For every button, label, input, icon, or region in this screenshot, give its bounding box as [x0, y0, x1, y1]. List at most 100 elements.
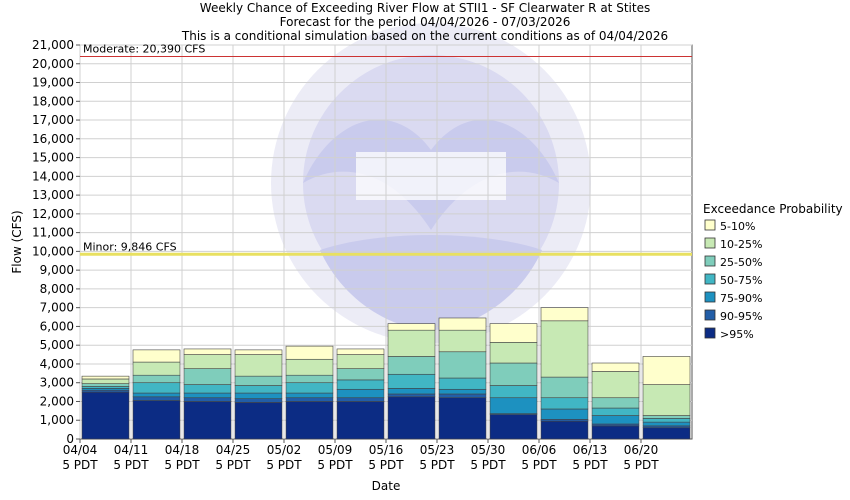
x-tick-sublabel: 5 PDT — [521, 458, 557, 472]
y-tick-label: 18,000 — [32, 94, 74, 108]
threshold-lines: Moderate: 20,390 CFS Minor: 9,846 CFS — [80, 42, 692, 256]
chart-subtitle: Forecast for the period 04/04/2026 - 07/… — [280, 15, 571, 29]
bar-segment — [642, 415, 691, 419]
x-tick-sublabel: 5 PDT — [572, 458, 608, 472]
legend-label: 75-90% — [720, 292, 762, 305]
bar-segment — [489, 385, 538, 399]
x-tick-sublabel: 5 PDT — [623, 458, 659, 472]
gridlines — [79, 44, 692, 439]
y-tick-label: 9,000 — [40, 263, 74, 277]
legend-swatch — [704, 273, 716, 285]
y-tick-label: 20,000 — [32, 57, 74, 71]
legend-label: 90-95% — [720, 310, 762, 323]
legend-title: Exceedance Probability — [703, 202, 843, 216]
x-tick-label: 04/18 — [165, 443, 200, 457]
x-tick-label: 05/16 — [369, 443, 404, 457]
bar-segment — [540, 420, 589, 440]
bar-segment — [132, 374, 181, 384]
bar-segment — [438, 388, 487, 395]
bar-segment — [489, 397, 538, 414]
bar-segment — [81, 383, 130, 387]
x-tick-sublabel: 5 PDT — [266, 458, 302, 472]
bar-segment — [183, 368, 232, 385]
bar-segment — [387, 373, 436, 389]
legend-swatch — [704, 219, 716, 231]
bar-segment — [642, 384, 691, 416]
bar-segment — [81, 378, 130, 384]
bar-segment — [438, 317, 487, 331]
bar-segment — [132, 349, 181, 363]
y-tick-label: 7,000 — [40, 301, 74, 315]
x-tick-label: 06/13 — [573, 443, 608, 457]
bar-segment — [183, 397, 232, 402]
bar-segment — [234, 385, 283, 394]
legend-swatch — [704, 237, 716, 249]
plot-area: Moderate: 20,390 CFS Minor: 9,846 CFS 0 1,… — [32, 38, 693, 472]
y-tick-label: 17,000 — [32, 113, 74, 127]
bar-segment — [489, 414, 538, 440]
x-tick-sublabel: 5 PDT — [470, 458, 506, 472]
x-tick-sublabel: 5 PDT — [215, 458, 251, 472]
bar-segment — [336, 348, 385, 355]
bar-segment — [285, 374, 334, 384]
bar-segment — [234, 398, 283, 403]
y-tick-label: 16,000 — [32, 132, 74, 146]
x-tick-label: 04/11 — [114, 443, 149, 457]
bar-segment — [387, 356, 436, 375]
bar-segment — [438, 329, 487, 353]
bar-segment — [234, 375, 283, 386]
bar-segment — [234, 402, 283, 440]
bar-segment — [285, 401, 334, 440]
y-tick-label: 0 — [66, 432, 74, 446]
bar-segment — [540, 408, 589, 420]
y-tick-label: 15,000 — [32, 151, 74, 165]
bar-segment — [336, 397, 385, 402]
x-tick-label: 05/02 — [267, 443, 302, 457]
bar-segment — [336, 388, 385, 399]
legend-swatch — [704, 309, 716, 321]
bar-segment — [591, 425, 640, 440]
y-tick-label: 14,000 — [32, 169, 74, 183]
legend-label: 50-75% — [720, 274, 762, 287]
bar-segment — [438, 351, 487, 379]
bar-segment — [234, 392, 283, 399]
bar-segment — [540, 376, 589, 399]
y-tick-label: 12,000 — [32, 207, 74, 221]
bar-segment — [387, 393, 436, 398]
bar-segment — [132, 382, 181, 394]
bar-segment — [489, 342, 538, 364]
bar-segment — [81, 375, 130, 380]
bar-segment — [285, 397, 334, 402]
x-tick-sublabel: 5 PDT — [62, 458, 98, 472]
y-tick-label: 2,000 — [40, 394, 74, 408]
legend-swatch — [704, 291, 716, 303]
x-tick-sublabel: 5 PDT — [317, 458, 353, 472]
bar-segment — [489, 323, 538, 343]
x-tick-sublabel: 5 PDT — [368, 458, 404, 472]
bar-segment — [336, 354, 385, 369]
bar-segment — [183, 392, 232, 399]
bar-segment — [540, 307, 589, 322]
x-tick-label: 04/04 — [63, 443, 98, 457]
bar-segment — [336, 379, 385, 390]
y-tick-label: 11,000 — [32, 226, 74, 240]
legend-label: 5-10% — [720, 220, 755, 233]
x-tick-label: 04/25 — [216, 443, 251, 457]
bar-segment — [591, 415, 640, 425]
bar-segment — [540, 320, 589, 378]
y-tick-label: 4,000 — [40, 357, 74, 371]
bar-segment — [285, 392, 334, 399]
x-tick-sublabel: 5 PDT — [419, 458, 455, 472]
x-tick-label: 06/06 — [522, 443, 557, 457]
legend: Exceedance Probability 5-10% 10-25% 25-50%… — [703, 202, 843, 341]
bar-segment — [540, 397, 589, 410]
bar-segment — [285, 345, 334, 360]
bar-segment — [642, 421, 691, 427]
legend-label: 25-50% — [720, 256, 762, 269]
bar-segment — [387, 329, 436, 357]
x-tick-sublabel: 5 PDT — [113, 458, 149, 472]
bar-segment — [438, 377, 487, 390]
bar-segment — [132, 392, 181, 398]
y-tick-label: 5,000 — [40, 338, 74, 352]
